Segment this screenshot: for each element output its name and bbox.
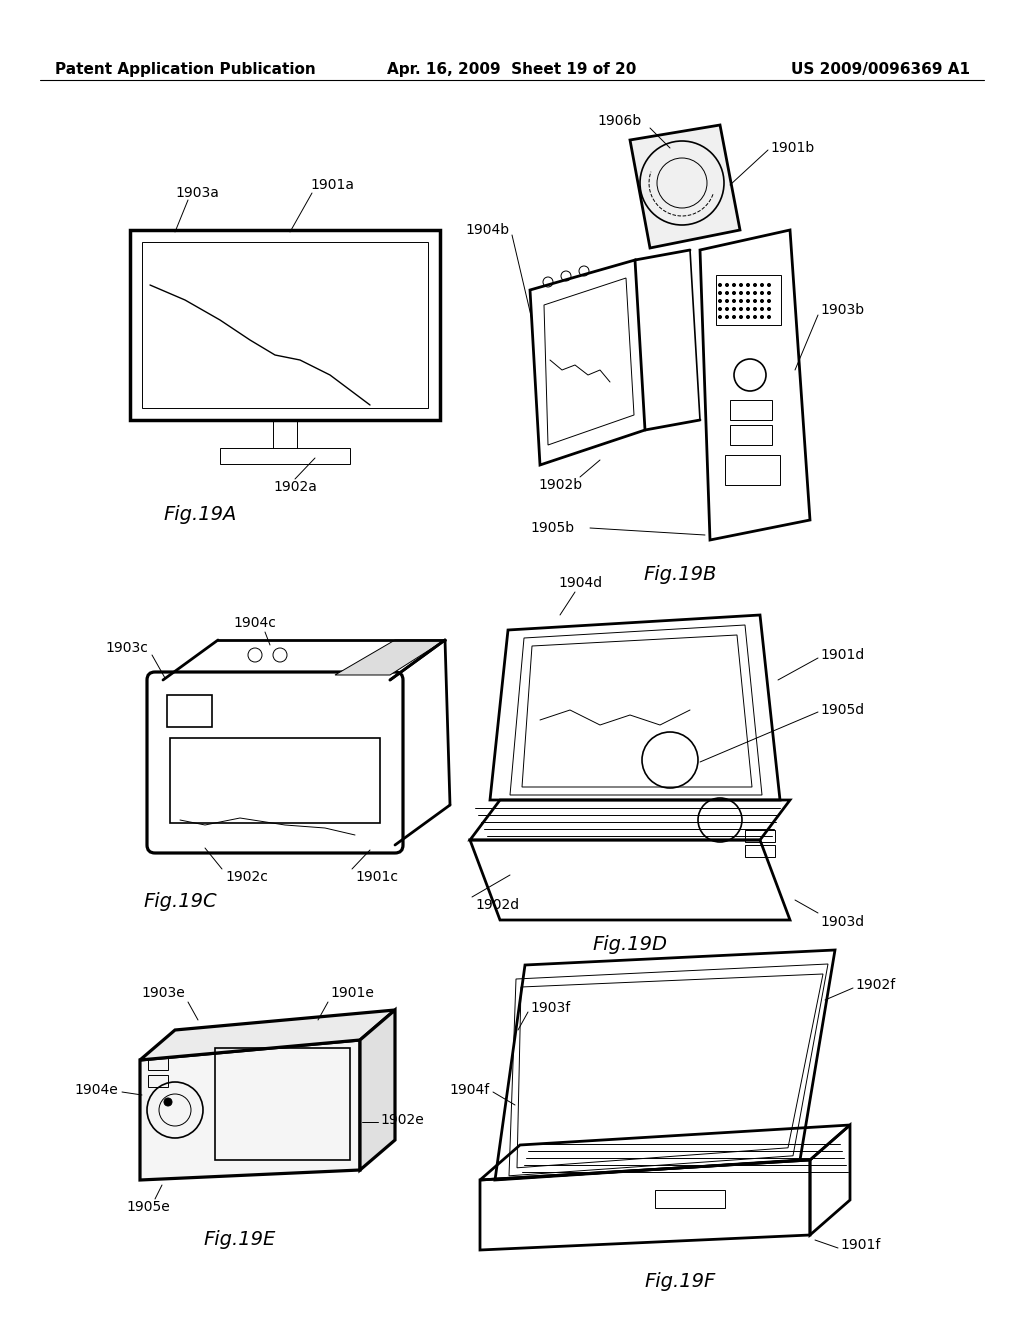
Circle shape — [732, 284, 735, 286]
Circle shape — [754, 300, 757, 302]
Text: 1904b: 1904b — [466, 223, 510, 238]
Text: 1903a: 1903a — [175, 186, 219, 201]
Text: Fig.19A: Fig.19A — [163, 506, 237, 524]
Circle shape — [725, 284, 728, 286]
Text: 1902c: 1902c — [225, 870, 268, 884]
Circle shape — [739, 315, 742, 318]
Polygon shape — [360, 1010, 395, 1170]
Text: 1903e: 1903e — [141, 986, 185, 1001]
Text: 1904c: 1904c — [233, 616, 276, 630]
Circle shape — [746, 284, 750, 286]
Circle shape — [732, 292, 735, 294]
Bar — [148, 1074, 168, 1086]
Text: Apr. 16, 2009  Sheet 19 of 20: Apr. 16, 2009 Sheet 19 of 20 — [387, 62, 637, 77]
Bar — [730, 425, 772, 445]
Polygon shape — [140, 1040, 360, 1180]
Circle shape — [719, 300, 722, 302]
Circle shape — [761, 284, 764, 286]
Text: Fig.19C: Fig.19C — [143, 892, 217, 911]
Circle shape — [739, 292, 742, 294]
Circle shape — [768, 308, 770, 310]
Text: 1904e: 1904e — [75, 1082, 118, 1097]
Bar — [167, 696, 212, 727]
Circle shape — [725, 308, 728, 310]
Circle shape — [725, 292, 728, 294]
Text: 1903b: 1903b — [820, 304, 864, 317]
Circle shape — [164, 1098, 172, 1106]
Bar — [170, 738, 380, 822]
Polygon shape — [335, 640, 445, 675]
Circle shape — [746, 308, 750, 310]
Circle shape — [754, 292, 757, 294]
Polygon shape — [630, 125, 740, 248]
Text: 1902d: 1902d — [475, 898, 519, 912]
Text: 1901f: 1901f — [840, 1238, 881, 1251]
Bar — [142, 242, 428, 408]
Text: 1902f: 1902f — [855, 978, 895, 993]
Text: 1906b: 1906b — [598, 114, 642, 128]
Circle shape — [732, 315, 735, 318]
Circle shape — [761, 292, 764, 294]
Text: 1903d: 1903d — [820, 915, 864, 929]
Text: 1901b: 1901b — [770, 141, 814, 154]
Circle shape — [739, 300, 742, 302]
Circle shape — [768, 292, 770, 294]
Bar — [130, 230, 440, 420]
Circle shape — [719, 292, 722, 294]
Polygon shape — [140, 1010, 395, 1060]
Circle shape — [761, 308, 764, 310]
Bar — [215, 1048, 350, 1160]
Circle shape — [725, 300, 728, 302]
Text: 1903f: 1903f — [530, 1001, 570, 1015]
Text: 1905d: 1905d — [820, 704, 864, 717]
Text: 1902e: 1902e — [380, 1113, 424, 1127]
Circle shape — [761, 315, 764, 318]
Bar — [148, 1059, 168, 1071]
Circle shape — [754, 308, 757, 310]
Text: Fig.19F: Fig.19F — [644, 1272, 716, 1291]
Circle shape — [739, 284, 742, 286]
Text: Fig.19E: Fig.19E — [204, 1230, 276, 1249]
Circle shape — [768, 315, 770, 318]
Text: 1901c: 1901c — [355, 870, 398, 884]
Text: 1904f: 1904f — [450, 1082, 490, 1097]
Text: 1902a: 1902a — [273, 480, 317, 494]
Text: Fig.19D: Fig.19D — [593, 935, 668, 954]
Circle shape — [719, 315, 722, 318]
Text: 1901d: 1901d — [820, 648, 864, 663]
Circle shape — [754, 315, 757, 318]
Text: US 2009/0096369 A1: US 2009/0096369 A1 — [791, 62, 970, 77]
Bar — [730, 400, 772, 420]
Bar — [716, 275, 781, 325]
Circle shape — [746, 315, 750, 318]
Circle shape — [754, 284, 757, 286]
Bar — [745, 845, 775, 857]
Circle shape — [768, 300, 770, 302]
Text: 1905b: 1905b — [530, 521, 574, 535]
Circle shape — [725, 315, 728, 318]
Text: 1902b: 1902b — [538, 478, 582, 492]
Circle shape — [732, 300, 735, 302]
Text: Patent Application Publication: Patent Application Publication — [55, 62, 315, 77]
Circle shape — [746, 300, 750, 302]
Circle shape — [761, 300, 764, 302]
Circle shape — [746, 292, 750, 294]
Text: 1905e: 1905e — [126, 1200, 170, 1214]
Circle shape — [732, 308, 735, 310]
Text: 1901e: 1901e — [330, 986, 374, 1001]
Bar — [655, 1191, 725, 1208]
Circle shape — [768, 284, 770, 286]
Text: 1904d: 1904d — [558, 576, 602, 590]
Bar — [220, 447, 350, 465]
Bar — [725, 455, 780, 484]
Circle shape — [719, 308, 722, 310]
Bar — [745, 830, 775, 842]
Circle shape — [719, 284, 722, 286]
Text: 1901a: 1901a — [310, 178, 354, 191]
Circle shape — [739, 308, 742, 310]
Text: 1903c: 1903c — [105, 642, 148, 655]
Text: Fig.19B: Fig.19B — [643, 565, 717, 583]
